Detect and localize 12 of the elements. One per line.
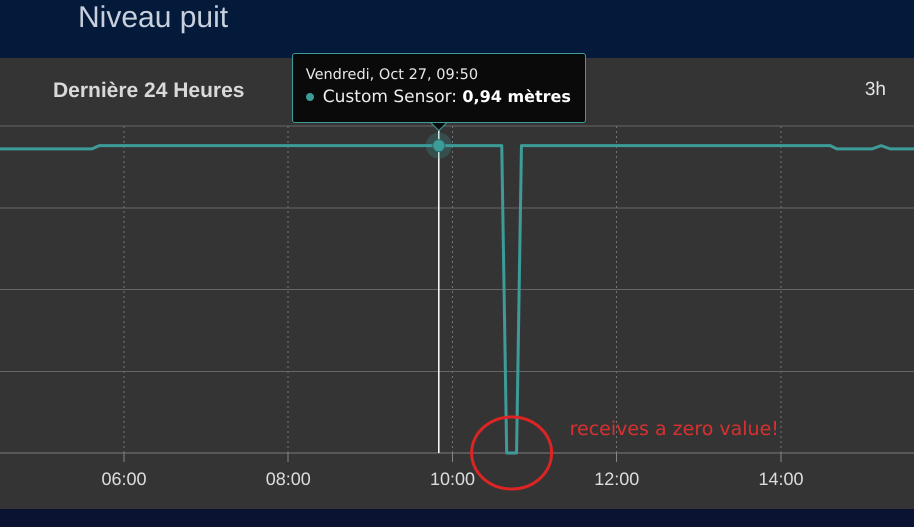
- text: 3h: [864, 78, 886, 102]
- data-label: 0,94 mètres: [462, 86, 571, 106]
- legend-label: Custom Sensor:: [322, 86, 458, 107]
- x-tick-label: 10:00: [430, 468, 476, 489]
- x-tick-label: 12:00: [594, 468, 640, 489]
- x-tick-label: 14:00: [758, 468, 804, 489]
- x-tick-label: 06:00: [101, 468, 147, 489]
- chart-subtitle: Dernière 24 Heures: [53, 78, 244, 104]
- annotation: receives a zero value!: [570, 418, 779, 440]
- x-tick-label: 08:00: [266, 468, 311, 489]
- text: Vendredi, Oct 27, 09:50: [306, 66, 480, 85]
- chart-title: Niveau puit: [78, 0, 228, 36]
